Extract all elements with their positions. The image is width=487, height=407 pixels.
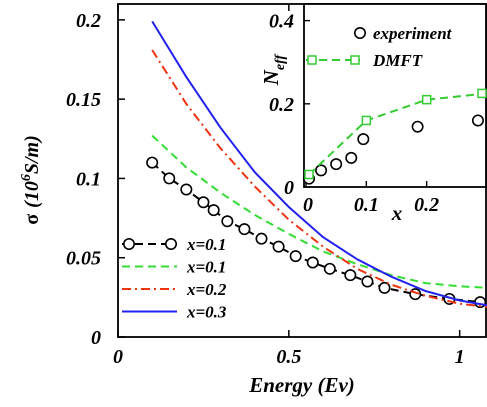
data-point: [306, 256, 319, 269]
inset-legend-label: DMFT: [372, 51, 423, 70]
legend-marker: [165, 238, 178, 251]
legend-label: x=0.2: [186, 280, 227, 299]
inset-data-point: [361, 115, 372, 126]
inset-legend: experiment DMFT: [306, 24, 453, 70]
series-2-group: [151, 49, 487, 308]
data-point: [361, 275, 374, 288]
inset-y-axis-label-main: N: [259, 69, 283, 86]
data-point: [323, 262, 336, 275]
inset-x-tick-label: 0.2: [414, 194, 439, 216]
inset-data-point: [330, 158, 343, 171]
inset-frame: [303, 3, 487, 188]
data-point: [180, 183, 193, 196]
y-tick-label: 0.1: [76, 168, 101, 190]
x-tick-label: 0.5: [276, 346, 301, 368]
inset-x-tick-label: 0: [303, 194, 313, 216]
y-axis-label-symbol: σ: [21, 214, 43, 225]
inset-y-tick-label: 0.2: [269, 94, 294, 116]
legend-label: x=0.1: [186, 258, 226, 277]
inset-data-point: [477, 88, 487, 99]
inset-y-axis-label-sub: eff: [273, 53, 288, 70]
y-axis-label-unit-exponent: 6: [19, 174, 34, 181]
inset-y-tick-label: 0.4: [269, 11, 294, 33]
inset-series-line: [308, 92, 487, 176]
inset-legend-label: experiment: [373, 24, 453, 43]
legend-label: x=0.3: [186, 303, 227, 322]
data-point: [344, 269, 357, 282]
main-plot: 0 0.5 1 0 0.05 0.1 0.15 0.2 Energy (Ev) σ (106S/m)…: [19, 3, 487, 397]
data-point: [221, 215, 234, 228]
legend-marker: [123, 238, 136, 251]
y-tick-label: 0.2: [76, 10, 101, 32]
series-1-group: [151, 134, 487, 289]
y-tick-label: 0.05: [66, 248, 101, 270]
inset-series-1-group: [304, 88, 487, 180]
series-3-group: [151, 20, 487, 307]
y-axis-label-unit-close: S/m): [21, 135, 43, 174]
data-point: [197, 196, 210, 209]
inset-data-point: [357, 133, 370, 146]
inset-legend-marker: [350, 55, 360, 65]
data-point: [238, 223, 251, 236]
inset-data-point: [345, 151, 358, 164]
x-tick-label: 1: [455, 346, 465, 368]
legend-label: x=0.1: [186, 235, 226, 254]
inset-plot: 0 0.1 0.2 0 0.2 0.4 x Neff experiment DMFT: [259, 3, 487, 225]
inset-data-point: [315, 164, 328, 177]
x-axis-label: Energy (Ev): [248, 373, 355, 397]
series-line: [151, 20, 487, 307]
y-tick-label: 0.15: [66, 89, 101, 111]
data-point: [255, 232, 268, 245]
data-point: [378, 281, 391, 294]
y-tick-label: 0: [91, 327, 101, 349]
data-point: [207, 204, 220, 217]
x-tick-label: 0: [113, 346, 123, 368]
inset-x-axis-label: x: [391, 201, 403, 225]
series-line: [151, 161, 481, 304]
inset-x-tick-label: 0.1: [354, 194, 379, 216]
y-axis-label: σ (106S/m): [19, 135, 43, 224]
inset-data-point: [421, 94, 432, 105]
inset-data-point: [471, 114, 484, 127]
data-point: [163, 172, 176, 185]
data-point: [146, 156, 159, 169]
inset-legend-marker: [307, 55, 317, 65]
data-point: [272, 240, 285, 253]
data-point: [289, 250, 302, 263]
y-axis-label-unit-open: (10: [21, 181, 43, 208]
inset-data-point: [304, 169, 314, 180]
main-legend: x=0.1 x=0.1 x=0.2 x=0.3: [122, 235, 227, 322]
inset-y-tick-label: 0: [284, 177, 294, 199]
series-line: [151, 49, 487, 308]
series-line: [151, 134, 487, 289]
inset-y-axis-label: Neff: [259, 53, 288, 86]
inset-data-point: [411, 120, 424, 133]
inset-legend-marker: [353, 26, 366, 39]
